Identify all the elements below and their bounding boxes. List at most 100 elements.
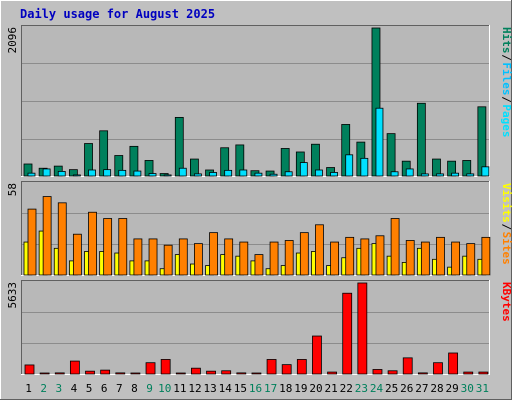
bar-files xyxy=(163,174,172,177)
bar-sites xyxy=(315,224,324,276)
bar-files xyxy=(451,172,460,177)
bar-hits xyxy=(99,130,109,177)
bar-files xyxy=(360,157,369,177)
bar-sites xyxy=(42,196,52,276)
bar-files xyxy=(178,167,187,177)
legend-files: Files xyxy=(500,62,512,95)
bar-sites xyxy=(133,238,143,276)
bar-kbytes xyxy=(402,357,413,375)
panel-3: 5633 KBytes xyxy=(6,280,512,375)
bar-files xyxy=(254,172,263,177)
bar-sites xyxy=(330,241,339,276)
x-tick-label: 13 xyxy=(203,382,216,395)
bar-kbytes xyxy=(85,370,95,375)
x-tick-label: 23 xyxy=(355,382,368,395)
x-tick-label: 2 xyxy=(40,382,47,395)
x-tick-label: 16 xyxy=(249,382,262,395)
bar-kbytes xyxy=(433,362,443,375)
bar-kbytes xyxy=(100,369,111,375)
bar-sites xyxy=(254,254,264,276)
panel-2-bars xyxy=(23,196,491,276)
bar-files xyxy=(269,173,278,177)
bar-kbytes xyxy=(357,282,368,375)
bar-kbytes xyxy=(478,371,489,375)
bar-kbytes xyxy=(417,372,428,375)
bar-kbytes xyxy=(39,372,50,375)
bar-sites xyxy=(390,218,400,276)
bar-hits xyxy=(477,106,487,177)
x-tick-label: 22 xyxy=(340,382,353,395)
x-tick-label: 17 xyxy=(264,382,277,395)
bar-sites xyxy=(178,238,188,276)
x-axis-day-labels: 1 2 3 4 5 6 7 8 9 10 11 12 13 14 15 16 17 18 19 20 21 22 23 24 2… xyxy=(25,382,489,395)
x-tick-label: 9 xyxy=(146,382,153,395)
x-tick-label: 7 xyxy=(116,382,123,395)
bar-files xyxy=(299,162,308,177)
panel-1-y-max-label: 2096 xyxy=(6,27,19,54)
bar-sites xyxy=(103,218,113,276)
panel-2-legend: Visits/Sites xyxy=(500,183,512,265)
bar-files xyxy=(118,169,127,177)
panel-2: 58 Visits/Sites xyxy=(6,181,512,276)
bar-kbytes xyxy=(296,359,307,375)
bar-kbytes xyxy=(463,371,474,375)
x-tick-label: 18 xyxy=(279,382,292,395)
bar-files xyxy=(405,168,414,177)
x-tick-label: 1 xyxy=(25,382,32,395)
bar-sites xyxy=(299,232,309,276)
bar-kbytes xyxy=(221,370,232,375)
bar-kbytes xyxy=(342,292,353,375)
bar-kbytes xyxy=(130,372,141,375)
legend-sites: Sites xyxy=(500,232,512,265)
bar-files xyxy=(420,173,429,177)
x-tick-label: 20 xyxy=(309,382,322,395)
bar-hits xyxy=(190,158,199,177)
legend-hits: Hits xyxy=(500,27,512,54)
bar-files xyxy=(390,171,399,177)
bar-sites xyxy=(284,240,294,276)
bar-sites xyxy=(163,244,173,276)
x-tick-label: 15 xyxy=(234,382,247,395)
bar-files xyxy=(330,172,338,177)
panel-3-plot-area xyxy=(21,280,490,375)
legend-separator: / xyxy=(500,54,512,61)
bar-kbytes xyxy=(448,352,459,375)
bar-sites xyxy=(481,236,491,276)
bar-files xyxy=(436,173,444,177)
bar-files xyxy=(103,169,112,177)
bar-kbytes xyxy=(175,372,186,375)
x-tick-label: 26 xyxy=(400,382,413,395)
chart-title: Daily usage for August 2025 xyxy=(20,7,215,21)
bar-sites xyxy=(360,238,370,276)
bar-files xyxy=(466,173,475,177)
legend-pages: Pages xyxy=(500,104,512,137)
bar-files xyxy=(57,171,66,177)
bar-sites xyxy=(224,238,234,276)
bar-sites xyxy=(436,236,445,276)
bar-kbytes xyxy=(281,364,292,375)
bar-sites xyxy=(209,232,218,276)
bar-files xyxy=(194,173,202,177)
bar-sites xyxy=(148,238,158,276)
bar-files xyxy=(209,172,217,177)
bar-kbytes xyxy=(160,359,171,375)
bar-kbytes xyxy=(327,371,337,375)
panel-3-bars xyxy=(24,282,489,375)
bar-files xyxy=(224,169,233,177)
x-tick-label: 4 xyxy=(71,382,78,395)
bar-hits xyxy=(386,133,396,177)
legend-kbytes: KBytes xyxy=(500,282,512,322)
bar-kbytes xyxy=(145,362,156,375)
x-tick-label: 29 xyxy=(446,382,459,395)
bar-files xyxy=(88,169,96,177)
x-tick-label: 5 xyxy=(86,382,93,395)
bar-files xyxy=(133,170,142,177)
x-tick-label: 21 xyxy=(325,382,338,395)
bar-kbytes xyxy=(387,370,398,375)
bar-files xyxy=(72,174,81,177)
bar-files xyxy=(42,168,51,177)
bar-kbytes xyxy=(191,367,201,375)
bar-hits xyxy=(174,116,184,177)
bar-sites xyxy=(405,240,415,276)
bar-sites xyxy=(57,202,67,276)
